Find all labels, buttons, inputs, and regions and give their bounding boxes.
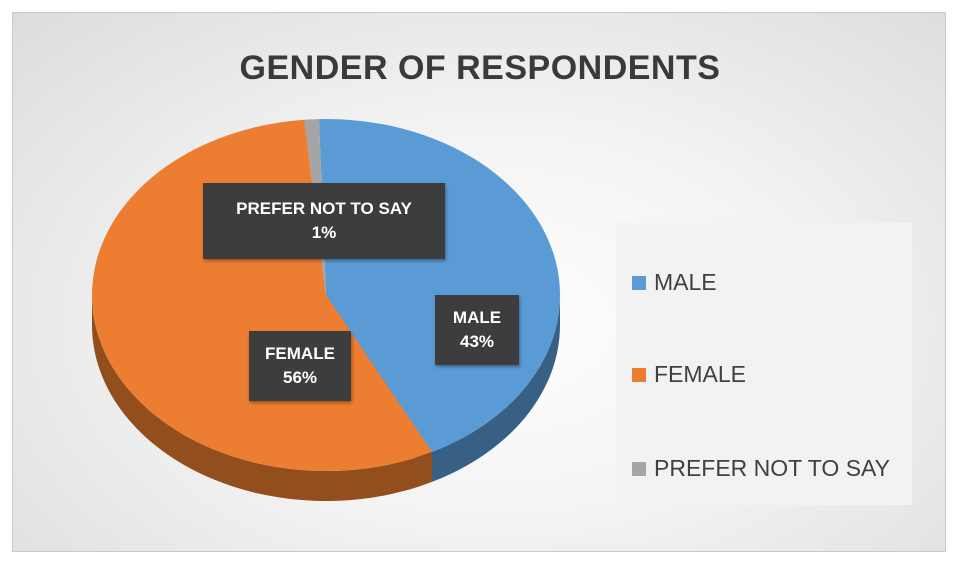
legend-item-prefer-not-to-say: PREFER NOT TO SAY bbox=[632, 455, 890, 482]
legend-label-male: MALE bbox=[654, 269, 717, 295]
data-label-male-name: MALE bbox=[452, 308, 502, 327]
data-label-female-value: 56% bbox=[282, 368, 318, 387]
legend-swatch-female bbox=[632, 367, 646, 382]
chart-frame: GENDER OF RESPONDENTS MALE 43% FEMALE 56… bbox=[12, 12, 946, 552]
legend: MALE FEMALE PREFER NOT TO SAY bbox=[616, 223, 912, 505]
legend-label-prefer-not-to-say: PREFER NOT TO SAY bbox=[654, 455, 891, 481]
data-label-female-name: FEMALE bbox=[265, 344, 335, 363]
data-label-prefer-not-to-say-value: 1% bbox=[311, 223, 337, 242]
pie-side-female bbox=[92, 295, 432, 502]
legend-swatch-male bbox=[632, 275, 646, 290]
pie-side-male bbox=[431, 295, 560, 482]
data-label-male-value: 43% bbox=[459, 332, 495, 351]
chart-title: GENDER OF RESPONDENTS bbox=[239, 49, 721, 87]
data-label-female: FEMALE 56% bbox=[249, 331, 351, 401]
data-label-male: MALE 43% bbox=[435, 295, 519, 365]
data-label-prefer-not-to-say: PREFER NOT TO SAY 1% bbox=[203, 183, 445, 259]
legend-item-male: MALE bbox=[632, 269, 717, 296]
legend-swatch-prefer-not-to-say bbox=[632, 461, 646, 476]
data-label-prefer-not-to-say-name: PREFER NOT TO SAY bbox=[236, 199, 412, 218]
legend-label-female: FEMALE bbox=[654, 361, 747, 387]
legend-item-female: FEMALE bbox=[632, 361, 746, 388]
